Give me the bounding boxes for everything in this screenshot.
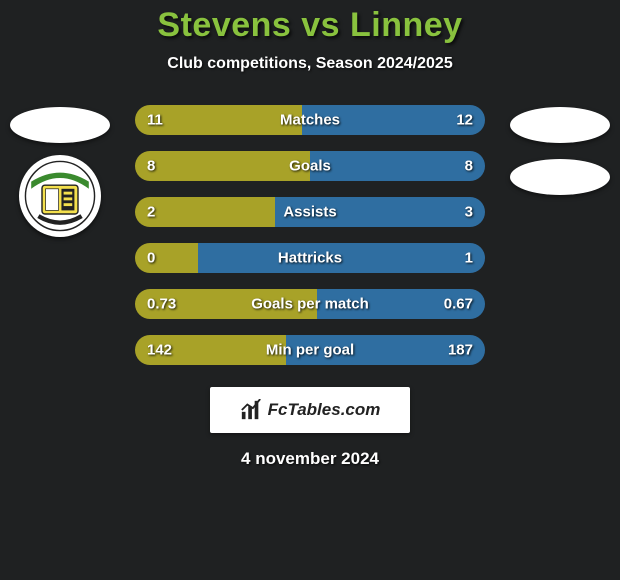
brand-strip: FcTables.com — [210, 387, 410, 433]
footer-date: 4 november 2024 — [241, 449, 379, 469]
stat-bar: Hattricks 0 1 — [135, 243, 485, 273]
bar-value-right: 12 — [456, 112, 473, 129]
left-player-crest — [19, 155, 101, 237]
stat-bar: Goals 8 8 — [135, 151, 485, 181]
bar-seg-right — [310, 151, 485, 181]
bar-label: Goals — [289, 158, 331, 175]
bar-value-left: 0.73 — [147, 296, 176, 313]
bar-value-right: 8 — [465, 158, 473, 175]
right-player-portrait — [510, 107, 610, 143]
bar-value-left: 8 — [147, 158, 155, 175]
bar-value-left: 142 — [147, 342, 172, 359]
bar-value-left: 2 — [147, 204, 155, 221]
main-row: Matches 11 12 Goals 8 8 Assists 2 3 Hattricks 0 1 Go… — [0, 97, 620, 365]
stat-bar: Assists 2 3 — [135, 197, 485, 227]
bar-value-right: 187 — [448, 342, 473, 359]
right-player-crest-placeholder — [510, 159, 610, 195]
bar-value-right: 3 — [465, 204, 473, 221]
content-container: Stevens vs Linney Club competitions, Sea… — [0, 0, 620, 580]
left-player-column — [10, 97, 110, 237]
bar-label: Assists — [283, 204, 336, 221]
bar-label: Goals per match — [251, 296, 369, 313]
bar-value-right: 1 — [465, 250, 473, 267]
bar-seg-left — [135, 151, 310, 181]
brand-text: FcTables.com — [268, 400, 381, 420]
chart-icon — [240, 399, 262, 421]
page-subtitle: Club competitions, Season 2024/2025 — [167, 55, 452, 73]
bar-value-right: 0.67 — [444, 296, 473, 313]
bar-seg-left — [135, 243, 198, 273]
page-title: Stevens vs Linney — [157, 6, 462, 45]
bar-value-left: 11 — [147, 112, 163, 129]
bar-label: Hattricks — [278, 250, 342, 267]
bar-value-left: 0 — [147, 250, 155, 267]
crest-icon — [24, 160, 96, 232]
stat-bar: Min per goal 142 187 — [135, 335, 485, 365]
stat-bar: Goals per match 0.73 0.67 — [135, 289, 485, 319]
bar-seg-left — [135, 197, 275, 227]
bar-label: Min per goal — [266, 342, 354, 359]
left-player-portrait — [10, 107, 110, 143]
stat-bar: Matches 11 12 — [135, 105, 485, 135]
right-player-column — [510, 97, 610, 195]
comparison-bars: Matches 11 12 Goals 8 8 Assists 2 3 Hattricks 0 1 Go… — [135, 97, 485, 365]
bar-label: Matches — [280, 112, 340, 129]
